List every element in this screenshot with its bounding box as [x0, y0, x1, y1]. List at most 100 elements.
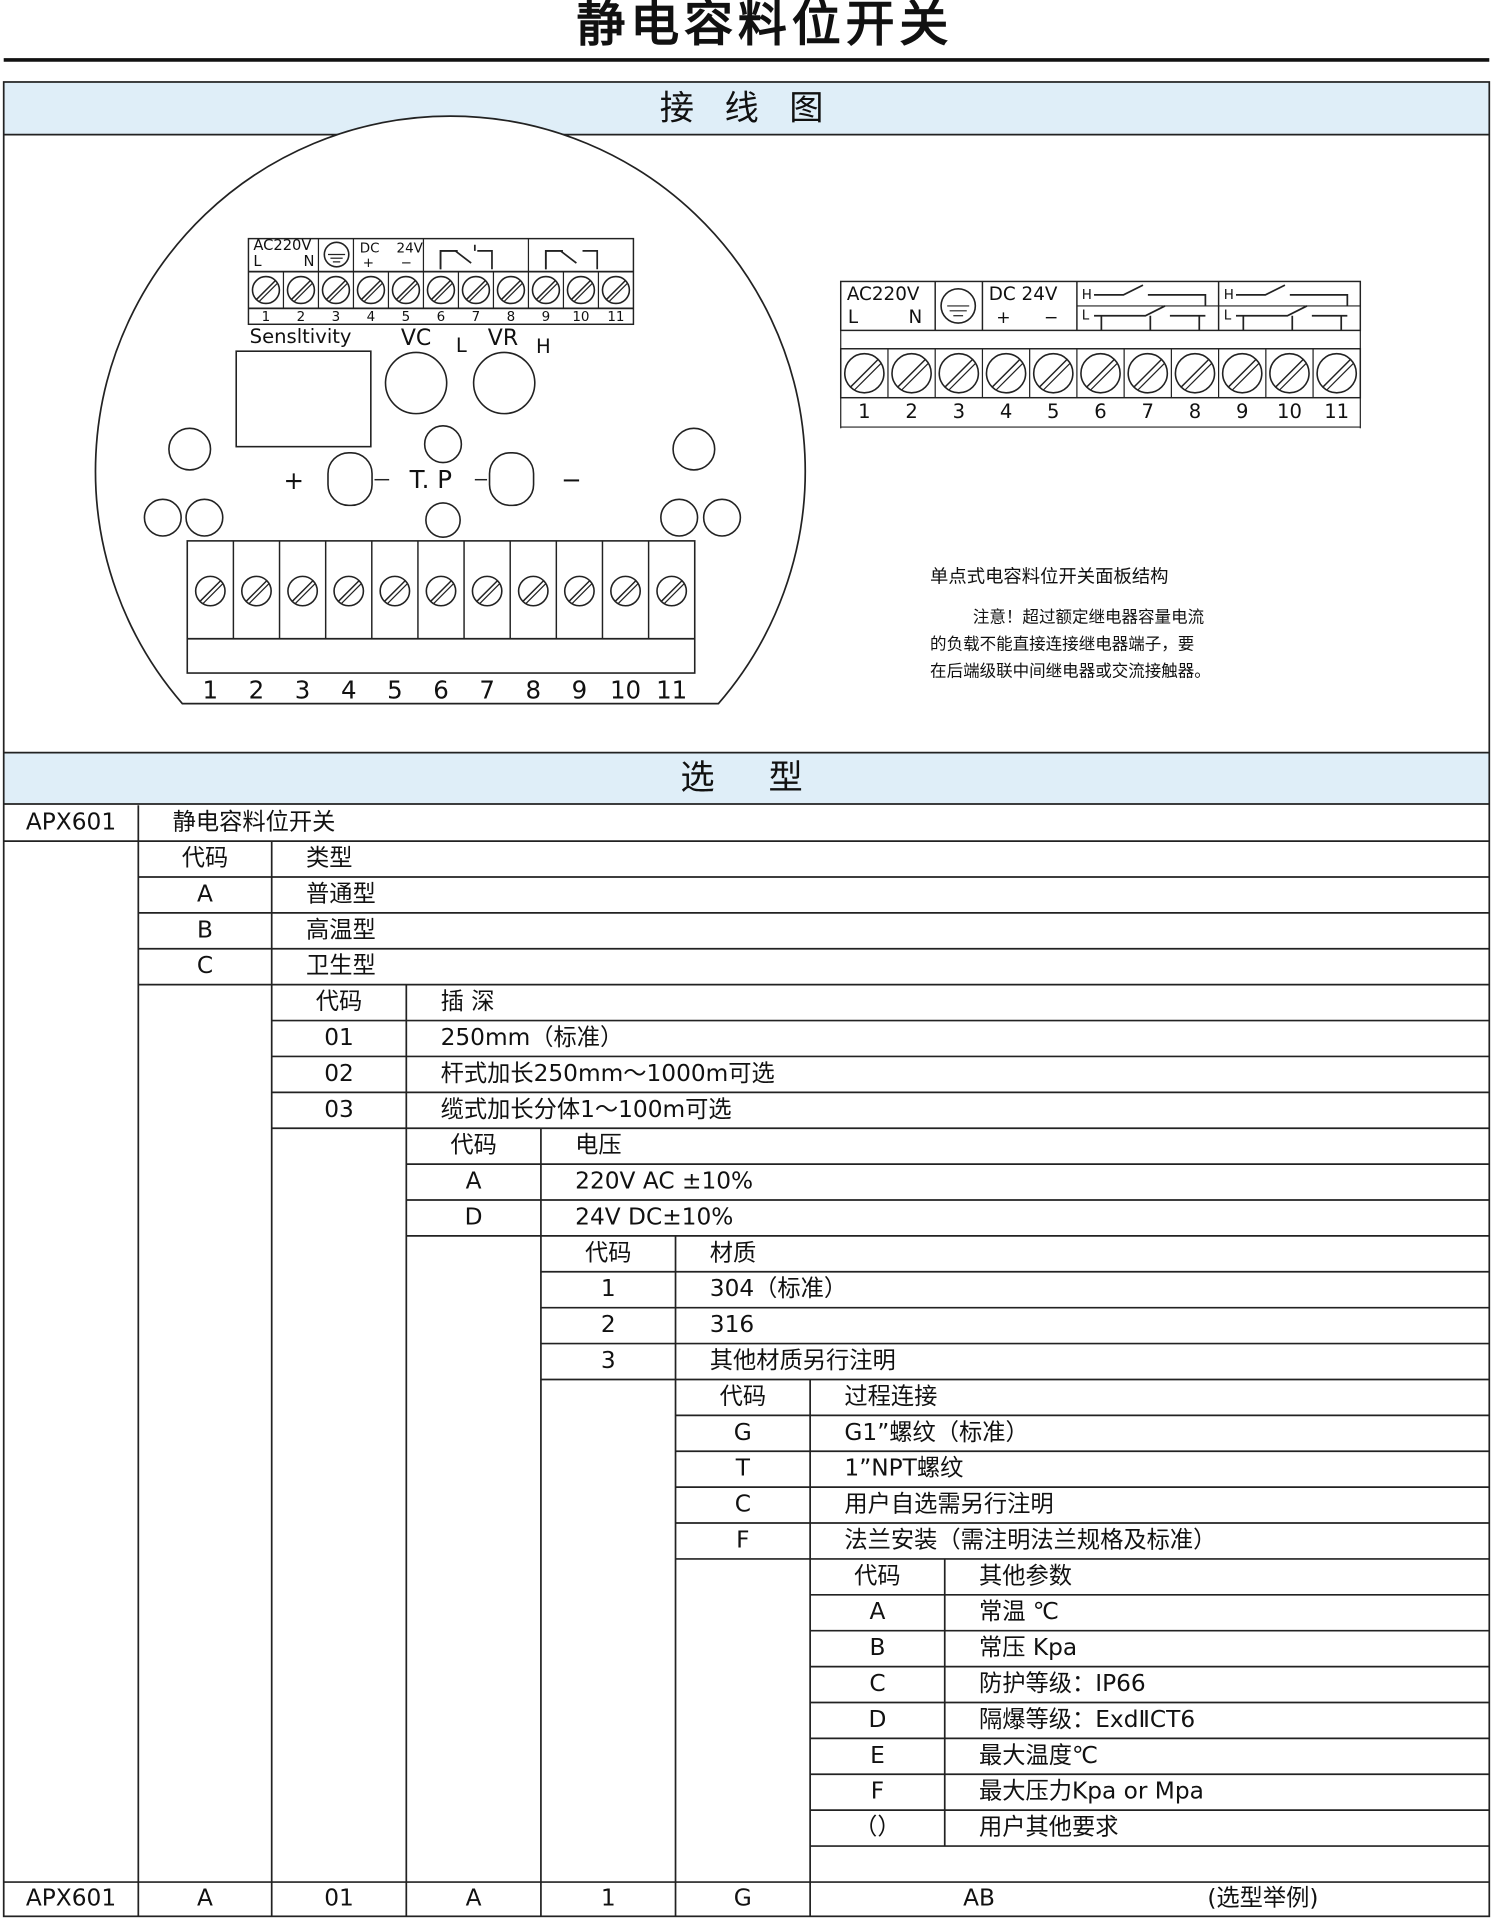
caption: 单点式电容料位开关面板结构 [930, 567, 1168, 588]
cell: APX601 [26, 1885, 116, 1912]
terminal-number: 8 [507, 310, 516, 325]
cell: 3 [601, 1347, 616, 1374]
cell: 普通型 [306, 880, 376, 907]
relay-label: L [1224, 309, 1232, 324]
screw-slot [1086, 359, 1115, 388]
screw-slot [433, 583, 454, 604]
mount-hole [423, 425, 463, 464]
terminal-number: 7 [1142, 400, 1154, 423]
screw-slot [525, 583, 547, 604]
screw-slot [398, 282, 418, 302]
terminal-number: 9 [572, 675, 588, 704]
screw-slot [995, 363, 1024, 391]
relay-symbol [1235, 284, 1349, 331]
terminal-block [186, 540, 696, 674]
cell: 316 [710, 1311, 754, 1338]
terminal-label: L [253, 253, 262, 270]
screw-slot [535, 280, 556, 300]
terminal-number: 5 [1047, 400, 1059, 423]
screw-slot [384, 580, 406, 602]
mount-hole [660, 498, 699, 537]
cell: 插 深 [441, 988, 495, 1015]
screw-slot [568, 580, 591, 602]
cell: 最大压力Kpa or Mpa [979, 1778, 1204, 1805]
terminal-number: 3 [953, 400, 965, 423]
cell: A [466, 1168, 482, 1195]
panel-label: VC [401, 326, 431, 351]
panel-label: Sensltivity [250, 325, 352, 348]
screw-slot [944, 359, 974, 388]
terminal-number: 9 [542, 310, 551, 325]
screw-slot [854, 363, 882, 391]
terminal-label: AC220V [847, 284, 920, 305]
cell: B [197, 916, 213, 943]
screw-slot [901, 363, 929, 391]
screw-slot [1279, 363, 1307, 391]
screw-slot [1137, 363, 1165, 391]
terminal-number: 1 [262, 310, 271, 325]
cell: 缆式加长分体1～100m可选 [441, 1096, 732, 1123]
terminal-number: 4 [341, 675, 357, 704]
panel-label: + [283, 466, 304, 495]
cell: 250mm（标准） [441, 1024, 624, 1051]
cell: A [466, 1885, 482, 1912]
note: 注意！超过额定继电器容量电流 [973, 607, 1204, 626]
screw-slot [522, 580, 545, 602]
terminal-number: 8 [1189, 400, 1201, 423]
screw-slot [433, 282, 453, 302]
terminal-number: 2 [905, 400, 917, 423]
terminal-number: 1 [858, 400, 870, 423]
mount-hole [168, 427, 212, 471]
cell: 电压 [575, 1132, 622, 1159]
panel-label: L [456, 334, 467, 357]
screw-slot [363, 282, 383, 302]
screw-slot [614, 580, 637, 602]
mount-hole [672, 427, 716, 471]
screw-slot [291, 580, 314, 602]
terminal-number: 6 [437, 310, 446, 325]
cell: 代码 [450, 1132, 497, 1159]
cell: 其他材质另行注明 [710, 1347, 896, 1374]
terminal-number: 8 [525, 675, 541, 704]
screw-slot [258, 282, 278, 302]
cell: AB [963, 1885, 995, 1912]
cell: 02 [324, 1060, 354, 1087]
screw-slot [503, 282, 523, 302]
screw-slot [387, 583, 408, 604]
screw-slot [293, 282, 313, 302]
terminal-label: − [401, 256, 412, 271]
screw-slot [199, 580, 222, 602]
note: 在后端级联中间继电器或交流接触器。 [930, 661, 1211, 680]
cell: 01 [324, 1024, 354, 1051]
cell: APX601 [26, 809, 116, 836]
terminal-number: 7 [479, 675, 495, 704]
cell: A [869, 1598, 885, 1625]
screw-slot [328, 282, 348, 302]
screw-slot [395, 280, 416, 300]
screw-slot [573, 282, 593, 302]
terminal-number: 7 [472, 310, 481, 325]
screw-slot [248, 583, 270, 604]
cell: 1 [601, 1275, 616, 1302]
panel-label: H [536, 335, 551, 358]
terminal-label: DC 24V [989, 284, 1058, 305]
terminal-label: + [996, 308, 1010, 328]
screw-slot [850, 359, 879, 388]
cell: G [734, 1885, 752, 1912]
cell: 隔爆等级：ExdⅡCT6 [979, 1706, 1195, 1733]
terminal-number: 10 [610, 675, 641, 704]
terminal-label: − [1044, 308, 1058, 328]
note: 的负载不能直接连接继电器端子，要 [930, 634, 1194, 653]
screw-slot [1326, 363, 1354, 391]
screw-slot [202, 583, 224, 604]
display-window [235, 350, 372, 448]
cell: 卫生型 [306, 952, 376, 979]
screw-slot [256, 280, 276, 300]
screw-slot [570, 280, 591, 300]
terminal-label: DC [360, 241, 380, 256]
cell: 常压 Kpa [979, 1634, 1077, 1661]
cell: G1”螺纹（标准） [844, 1419, 1028, 1446]
cell: 类型 [306, 845, 353, 872]
panel-label: T. P [409, 465, 452, 494]
